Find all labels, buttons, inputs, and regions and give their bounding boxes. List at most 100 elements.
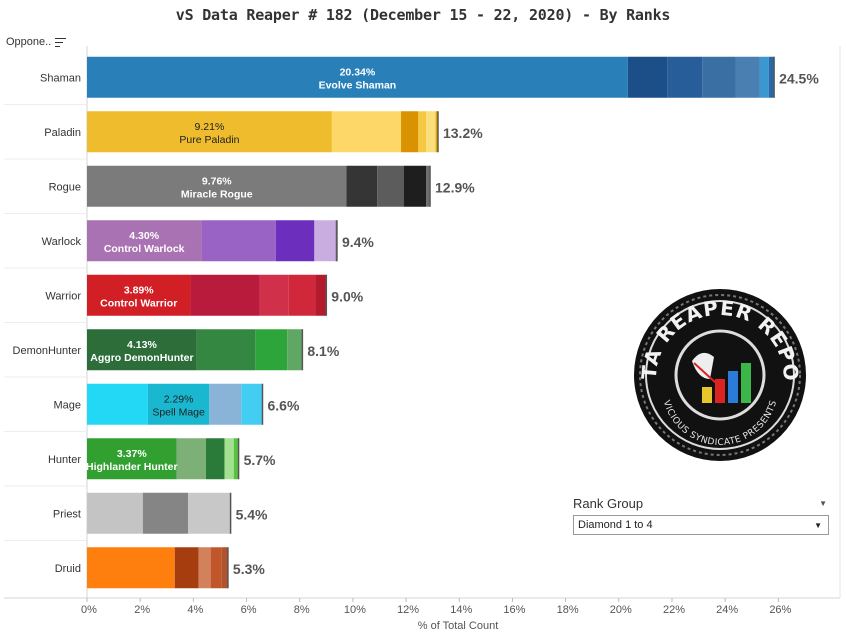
bar-segment-paladin-4[interactable] <box>426 111 436 153</box>
bar-segment-hunter-4[interactable] <box>233 438 239 480</box>
bar-segment-shaman-1[interactable] <box>627 56 668 98</box>
total-label-priest: 5.4% <box>236 506 268 522</box>
x-tick-label: 22% <box>663 604 685 616</box>
total-label-warlock: 9.4% <box>342 234 374 250</box>
x-tick-label: 8% <box>294 604 310 616</box>
bar-segment-warrior-3[interactable] <box>288 274 316 316</box>
bar-segment-warlock-0[interactable] <box>87 220 202 262</box>
class-label-priest: Priest <box>53 508 81 520</box>
bar-segment-hunter-2[interactable] <box>205 438 225 480</box>
bar-segment-priest-0[interactable] <box>87 492 143 534</box>
bar-segment-druid-1[interactable] <box>174 547 199 589</box>
bar-segment-druid-2[interactable] <box>198 547 211 589</box>
bar-segment-priest-1[interactable] <box>142 492 189 534</box>
segment-value-label: 3.37% <box>117 448 147 460</box>
x-tick-label: 20% <box>610 604 632 616</box>
total-label-mage: 6.6% <box>267 397 299 413</box>
segment-archetype-label: Highlander Hunter <box>86 461 178 473</box>
segment-value-label: 2.29% <box>164 393 194 405</box>
bar-segment-paladin-3[interactable] <box>418 111 427 153</box>
x-tick-label: 2% <box>134 604 150 616</box>
class-label-rogue: Rogue <box>49 181 81 193</box>
segment-archetype-label: Spell Mage <box>152 406 205 418</box>
class-label-paladin: Paladin <box>44 127 81 139</box>
sort-icon[interactable] <box>55 37 67 47</box>
total-label-hunter: 5.7% <box>244 452 276 468</box>
segment-archetype-label: Miracle Rogue <box>181 188 253 200</box>
rank-group-title: Rank Group <box>573 496 644 511</box>
class-label-warrior: Warrior <box>45 290 81 302</box>
rank-group-selected: Diamond 1 to 4 <box>578 519 653 531</box>
row-field-label: Oppone.. <box>6 36 52 48</box>
segment-value-label: 3.89% <box>124 284 154 296</box>
bar-segment-mage-3[interactable] <box>241 383 263 425</box>
x-tick-label: 0% <box>81 604 97 616</box>
bar-segment-paladin-2[interactable] <box>401 111 419 153</box>
segment-value-label: 9.76% <box>202 175 232 187</box>
segment-value-label: 20.34% <box>340 66 376 78</box>
rank-group-dropdown[interactable]: Diamond 1 to 4 ▼ <box>573 515 829 535</box>
bar-segment-paladin-0[interactable] <box>87 111 332 153</box>
bar-segment-rogue-2[interactable] <box>377 165 404 207</box>
x-tick-label: 10% <box>344 604 366 616</box>
chevron-down-icon[interactable]: ▼ <box>814 520 822 530</box>
bar-segment-warlock-1[interactable] <box>201 220 276 262</box>
bar-segment-rogue-0[interactable] <box>87 165 347 207</box>
bar-segment-shaman-4[interactable] <box>735 56 760 98</box>
bar-segment-shaman-2[interactable] <box>667 56 703 98</box>
x-tick-label: 4% <box>187 604 203 616</box>
bar-segment-rogue-1[interactable] <box>346 165 378 207</box>
x-tick-label: 18% <box>557 604 579 616</box>
bar-segment-shaman-3[interactable] <box>702 56 736 98</box>
class-label-demonhunter: DemonHunter <box>13 345 82 357</box>
bar-segment-paladin-1[interactable] <box>331 111 402 153</box>
x-tick-label: 12% <box>397 604 419 616</box>
chart-title: vS Data Reaper # 182 (December 15 - 22, … <box>175 6 671 24</box>
segment-archetype-label: Evolve Shaman <box>319 79 397 91</box>
row-field-header[interactable]: Oppone.. <box>6 36 67 48</box>
total-label-rogue: 12.9% <box>435 179 475 195</box>
segment-archetype-label: Control Warrior <box>100 297 177 309</box>
class-label-shaman: Shaman <box>40 72 81 84</box>
bar-segment-warrior-4[interactable] <box>315 274 327 316</box>
bar-segment-priest-2[interactable] <box>188 492 231 534</box>
x-tick-label: 16% <box>503 604 525 616</box>
bar-segment-warrior-2[interactable] <box>259 274 289 316</box>
bar-segment-druid-3[interactable] <box>210 547 222 589</box>
bar-segment-demonhunter-0[interactable] <box>87 329 197 371</box>
bar-segment-druid-4[interactable] <box>221 547 228 589</box>
bar-segment-mage-2[interactable] <box>209 383 242 425</box>
x-axis-title: % of Total Count <box>418 620 499 632</box>
class-label-druid: Druid <box>55 563 81 575</box>
bar-segment-rogue-4[interactable] <box>426 165 431 207</box>
bar-segment-warlock-2[interactable] <box>275 220 315 262</box>
bar-segment-warlock-3[interactable] <box>314 220 336 262</box>
bar-segment-rogue-3[interactable] <box>403 165 427 207</box>
total-label-demonhunter: 8.1% <box>307 343 339 359</box>
bar-segment-hunter-3[interactable] <box>224 438 234 480</box>
bar-segment-paladin-5[interactable] <box>435 111 438 153</box>
total-label-warrior: 9.0% <box>331 288 363 304</box>
bar-segment-hunter-0[interactable] <box>87 438 177 480</box>
bar-segment-warrior-0[interactable] <box>87 274 191 316</box>
total-label-shaman: 24.5% <box>779 70 819 86</box>
rank-group-filter: Rank Group ▼ Diamond 1 to 4 ▼ <box>573 496 829 535</box>
bar-segment-shaman-5[interactable] <box>759 56 769 98</box>
segment-value-label: 4.30% <box>129 230 159 242</box>
bar-segment-mage-1[interactable] <box>147 383 210 425</box>
class-label-hunter: Hunter <box>48 454 81 466</box>
x-tick-label: 6% <box>241 604 257 616</box>
class-label-warlock: Warlock <box>42 236 82 248</box>
bar-segment-warrior-1[interactable] <box>190 274 260 316</box>
bar-segment-demonhunter-2[interactable] <box>255 329 288 371</box>
bar-segment-hunter-1[interactable] <box>176 438 206 480</box>
x-tick-label: 24% <box>716 604 738 616</box>
bar-segment-demonhunter-3[interactable] <box>287 329 303 371</box>
total-label-druid: 5.3% <box>233 561 265 577</box>
bar-segment-demonhunter-1[interactable] <box>196 329 256 371</box>
bar-segment-shaman-6[interactable] <box>768 56 775 98</box>
bar-segment-druid-0[interactable] <box>87 547 175 589</box>
rank-group-menu-icon[interactable]: ▼ <box>819 499 827 508</box>
bar-segment-mage-0[interactable] <box>87 383 148 425</box>
bar-segment-shaman-0[interactable] <box>87 56 628 98</box>
